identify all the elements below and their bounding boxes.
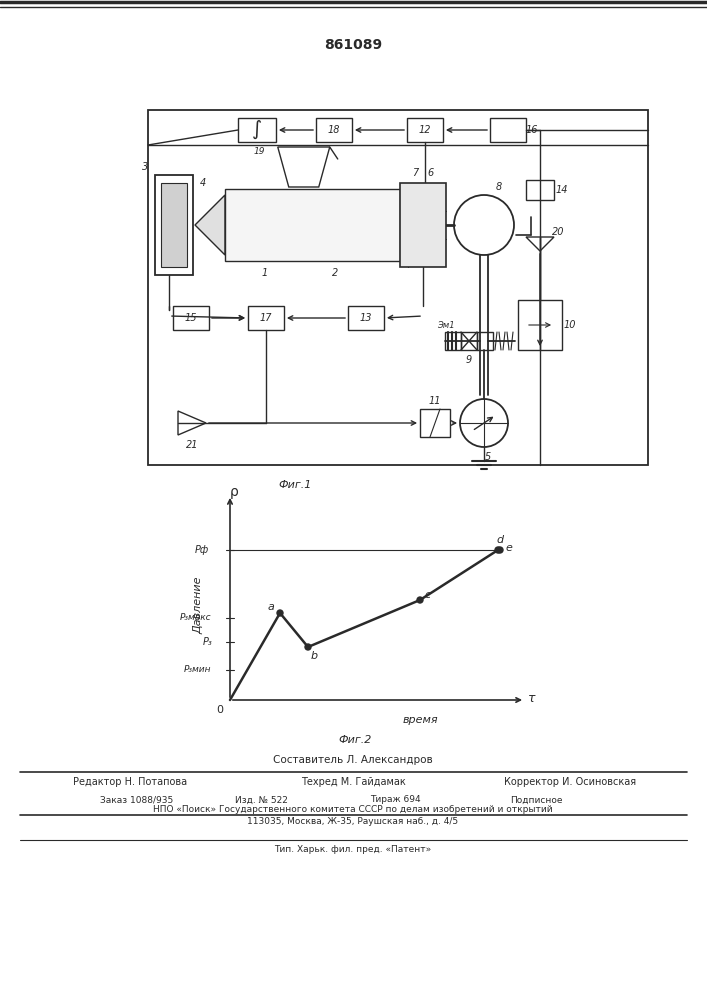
Text: 113035, Москва, Ж-35, Раушская наб., д. 4/5: 113035, Москва, Ж-35, Раушская наб., д. …: [247, 818, 459, 826]
Text: Техред М. Гайдамак: Техред М. Гайдамак: [300, 777, 405, 787]
Bar: [420, 409, 450, 437]
Text: e: e: [506, 543, 513, 553]
Text: 7: 7: [412, 168, 418, 178]
Text: 6: 6: [428, 168, 434, 178]
Text: Тип. Харьк. фил. пред. «Патент»: Тип. Харьк. фил. пред. «Патент»: [274, 846, 432, 854]
Text: 4: 4: [200, 178, 206, 188]
Text: 5: 5: [485, 452, 491, 462]
Circle shape: [277, 610, 283, 616]
Text: Фиг.2: Фиг.2: [339, 735, 372, 745]
Bar: [238, 118, 276, 142]
Text: ρ: ρ: [230, 485, 238, 499]
Text: 14: 14: [556, 185, 568, 195]
Bar: [316, 118, 352, 142]
Text: a: a: [267, 602, 274, 612]
Bar: [148, 110, 648, 465]
Polygon shape: [195, 195, 225, 255]
Text: τ: τ: [528, 692, 536, 704]
Text: 10: 10: [563, 320, 576, 330]
Text: 8: 8: [496, 182, 502, 192]
Text: 16: 16: [526, 125, 538, 135]
Text: Р₃: Р₃: [203, 637, 213, 647]
Bar: [161, 183, 187, 267]
Text: 9: 9: [466, 355, 472, 365]
Text: Корректор И. Осиновская: Корректор И. Осиновская: [504, 777, 636, 787]
Text: Подписное: Подписное: [510, 796, 563, 804]
Text: 19: 19: [253, 146, 264, 155]
Text: 13: 13: [360, 313, 373, 323]
Text: b: b: [310, 651, 317, 661]
Bar: [248, 306, 284, 330]
Text: время: время: [402, 715, 438, 725]
Text: Фиг.1: Фиг.1: [279, 480, 312, 490]
Text: Редактор Н. Потапова: Редактор Н. Потапова: [73, 777, 187, 787]
Bar: [445, 332, 461, 350]
Text: Изд. № 522: Изд. № 522: [235, 796, 288, 804]
Text: Составитель Л. Александров: Составитель Л. Александров: [273, 755, 433, 765]
Text: 15: 15: [185, 313, 197, 323]
Bar: [477, 332, 493, 350]
Text: 2: 2: [332, 268, 338, 278]
Text: Заказ 1088/935: Заказ 1088/935: [100, 796, 173, 804]
Bar: [400, 183, 446, 267]
Text: 0: 0: [216, 705, 223, 715]
Circle shape: [305, 644, 311, 650]
Bar: [526, 180, 554, 200]
Bar: [225, 189, 400, 261]
Text: 12: 12: [419, 125, 431, 135]
Bar: [348, 306, 384, 330]
Text: 21: 21: [186, 440, 198, 450]
Text: 3: 3: [142, 162, 148, 172]
Text: НПО «Поиск» Государственного комитета СССР по делам изобретений и открытий: НПО «Поиск» Государственного комитета СС…: [153, 806, 553, 814]
Text: 18: 18: [328, 125, 340, 135]
Text: 861089: 861089: [324, 38, 382, 52]
Circle shape: [417, 597, 423, 603]
Bar: [461, 332, 477, 350]
Bar: [155, 175, 193, 275]
Bar: [490, 118, 526, 142]
Text: d: d: [496, 535, 503, 545]
Text: Р₃мин: Р₃мин: [185, 666, 212, 674]
Text: Эм1: Эм1: [437, 322, 455, 330]
Text: $\int$: $\int$: [252, 119, 262, 141]
Text: Р₃макс: Р₃макс: [180, 613, 212, 622]
Bar: [518, 300, 562, 350]
Text: 1: 1: [262, 268, 268, 278]
Bar: [407, 118, 443, 142]
Text: Давление: Давление: [193, 576, 203, 634]
Text: c: c: [425, 590, 431, 600]
Text: Тираж 694: Тираж 694: [370, 796, 421, 804]
Circle shape: [495, 547, 501, 553]
Text: 17: 17: [259, 313, 272, 323]
Circle shape: [497, 547, 503, 553]
Text: 20: 20: [551, 227, 564, 237]
Bar: [173, 306, 209, 330]
Text: Рф: Рф: [195, 545, 209, 555]
Text: 11: 11: [428, 396, 441, 406]
